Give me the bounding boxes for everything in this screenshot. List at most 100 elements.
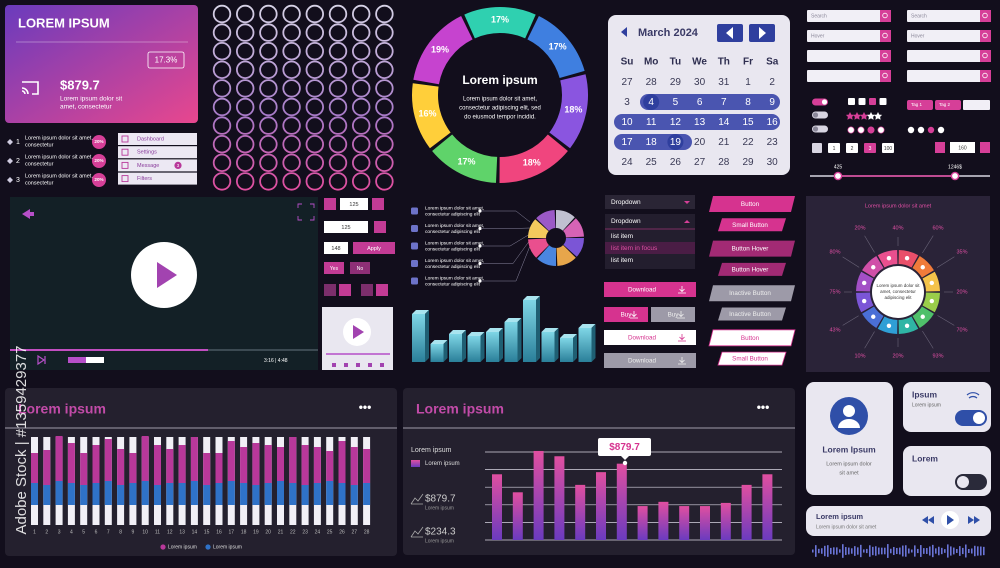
day[interactable]: 5: [673, 97, 679, 108]
day[interactable]: 30: [767, 157, 779, 168]
list-item[interactable]: list item in focus: [611, 245, 658, 252]
menu-item[interactable]: [118, 172, 197, 185]
badge: [147, 51, 185, 69]
button[interactable]: [708, 329, 796, 347]
no-button[interactable]: [350, 262, 370, 274]
day[interactable]: 31: [718, 77, 730, 88]
day[interactable]: 26: [670, 157, 682, 168]
day[interactable]: 16: [767, 117, 779, 128]
checkbox[interactable]: [869, 98, 876, 105]
tag[interactable]: [935, 100, 961, 110]
shop-button[interactable]: [604, 330, 696, 345]
day[interactable]: 29: [742, 157, 754, 168]
day[interactable]: 4: [648, 97, 654, 108]
day[interactable]: 11: [646, 117, 657, 128]
day[interactable]: 8: [745, 97, 751, 108]
caption: amet, consectetur: [60, 104, 112, 111]
button[interactable]: [718, 262, 786, 276]
minus[interactable]: [324, 198, 336, 210]
day[interactable]: 6: [697, 97, 703, 108]
day[interactable]: 9: [769, 97, 775, 108]
stepper-minus[interactable]: [935, 142, 945, 153]
input[interactable]: [807, 10, 891, 22]
button[interactable]: [709, 240, 795, 257]
search-button[interactable]: [880, 70, 891, 82]
arrow-button[interactable]: [376, 284, 388, 296]
day[interactable]: 14: [718, 117, 730, 128]
ring: [259, 153, 278, 173]
day[interactable]: 28: [646, 77, 658, 88]
button[interactable]: [718, 307, 786, 321]
panel-menu[interactable]: •••: [359, 400, 372, 414]
day[interactable]: 12: [670, 117, 682, 128]
input[interactable]: [907, 50, 991, 62]
menu-item[interactable]: [118, 146, 197, 159]
button[interactable]: [709, 196, 795, 212]
day[interactable]: 29: [670, 77, 682, 88]
list-item[interactable]: list item: [611, 257, 633, 264]
day[interactable]: 25: [646, 157, 658, 168]
page-button[interactable]: [864, 143, 876, 153]
go[interactable]: [374, 221, 386, 233]
search-button[interactable]: [980, 30, 991, 42]
menu-item[interactable]: [118, 133, 197, 145]
day[interactable]: 2: [769, 77, 775, 88]
button[interactable]: [718, 218, 786, 232]
list-item[interactable]: list item: [611, 233, 633, 240]
day[interactable]: 19: [670, 137, 682, 148]
input[interactable]: [807, 50, 891, 62]
page-button[interactable]: [882, 143, 894, 153]
shop-button[interactable]: [604, 282, 696, 297]
dropdown[interactable]: [605, 195, 695, 209]
plus[interactable]: [372, 198, 384, 210]
panel-menu[interactable]: •••: [757, 400, 770, 414]
search-button[interactable]: [980, 70, 991, 82]
day[interactable]: 3: [624, 97, 630, 108]
search-button[interactable]: [880, 30, 891, 42]
page-prev[interactable]: [812, 143, 822, 153]
day[interactable]: 15: [742, 117, 754, 128]
input[interactable]: [807, 30, 891, 42]
button[interactable]: [709, 285, 795, 302]
day[interactable]: 13: [694, 117, 706, 128]
day[interactable]: 10: [621, 117, 633, 128]
button[interactable]: [717, 351, 787, 366]
input[interactable]: [807, 70, 891, 82]
day[interactable]: 17: [621, 137, 633, 148]
day[interactable]: 27: [621, 77, 633, 88]
page-button[interactable]: [846, 143, 858, 153]
search-button[interactable]: [980, 10, 991, 22]
search-button[interactable]: [880, 10, 891, 22]
page-button[interactable]: [828, 143, 840, 153]
shop-button[interactable]: [604, 353, 696, 368]
input[interactable]: [907, 70, 991, 82]
checkbox[interactable]: [879, 98, 887, 105]
apply-button[interactable]: [353, 242, 395, 254]
search-button[interactable]: [980, 50, 991, 62]
day[interactable]: 30: [694, 77, 706, 88]
input[interactable]: [907, 30, 991, 42]
search-button[interactable]: [880, 50, 891, 62]
arrow-button[interactable]: [324, 284, 336, 296]
day[interactable]: 18: [646, 137, 658, 148]
mini-control: [380, 363, 384, 367]
checkbox[interactable]: [848, 98, 855, 105]
bar-segment: [227, 441, 235, 481]
day[interactable]: 22: [742, 137, 754, 148]
info-text: Lorem ipsum dolor sit amet,: [425, 275, 484, 281]
input[interactable]: [907, 10, 991, 22]
day[interactable]: 1: [745, 77, 751, 88]
day[interactable]: 20: [694, 137, 706, 148]
yes-button[interactable]: [324, 262, 344, 274]
day[interactable]: 21: [718, 137, 730, 148]
stepper-plus[interactable]: [980, 142, 990, 153]
day[interactable]: 27: [694, 157, 706, 168]
arrow-button[interactable]: [361, 284, 373, 296]
tag[interactable]: [907, 100, 933, 110]
day[interactable]: 7: [721, 97, 727, 108]
arrow-button[interactable]: [339, 284, 351, 296]
day[interactable]: 23: [767, 137, 779, 148]
day[interactable]: 24: [621, 157, 633, 168]
day[interactable]: 28: [718, 157, 730, 168]
checkbox[interactable]: [858, 98, 866, 105]
